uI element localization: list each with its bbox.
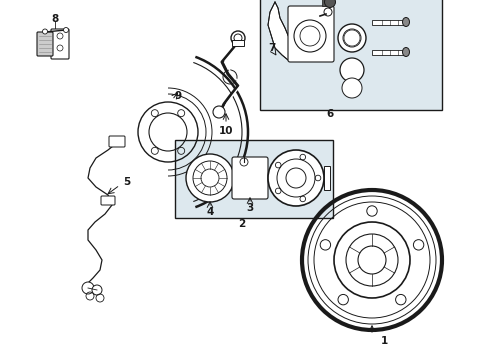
FancyBboxPatch shape (109, 136, 125, 147)
Circle shape (339, 58, 363, 82)
FancyBboxPatch shape (231, 157, 267, 199)
Text: 7: 7 (268, 43, 275, 53)
Circle shape (185, 154, 234, 202)
Text: 1: 1 (380, 336, 387, 346)
Text: 5: 5 (123, 177, 130, 187)
Circle shape (341, 78, 361, 98)
Circle shape (42, 29, 47, 34)
FancyBboxPatch shape (287, 6, 333, 62)
Circle shape (92, 285, 102, 295)
Bar (231, 40, 244, 46)
Circle shape (82, 282, 94, 294)
Circle shape (213, 106, 224, 118)
Circle shape (324, 0, 335, 8)
Polygon shape (267, 2, 291, 60)
Bar (260, 0, 441, 110)
Ellipse shape (402, 48, 408, 57)
Text: 8: 8 (51, 14, 59, 24)
Bar (371, 49, 403, 54)
FancyBboxPatch shape (37, 32, 53, 56)
Text: 6: 6 (325, 109, 333, 119)
Bar (324, 166, 329, 190)
Text: 9: 9 (174, 91, 181, 101)
Circle shape (230, 31, 244, 45)
Bar (371, 19, 403, 24)
Bar (321, 0, 330, 6)
FancyBboxPatch shape (51, 29, 69, 59)
Text: 2: 2 (238, 219, 245, 229)
Circle shape (337, 24, 365, 52)
Text: 4: 4 (206, 207, 213, 217)
Text: 10: 10 (218, 126, 233, 136)
Bar (175, 140, 332, 218)
Circle shape (293, 20, 325, 52)
Text: 3: 3 (246, 203, 253, 213)
Ellipse shape (402, 18, 408, 27)
Circle shape (267, 150, 324, 206)
Circle shape (63, 27, 68, 32)
FancyBboxPatch shape (101, 196, 115, 205)
